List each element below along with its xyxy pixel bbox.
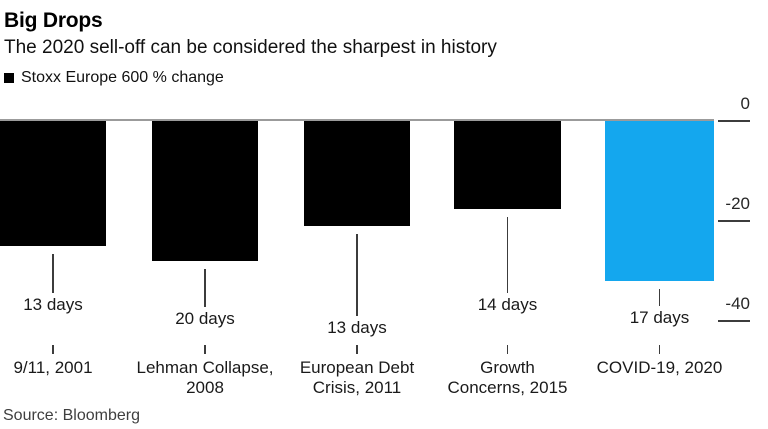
- category-label: Growth Concerns, 2015: [447, 358, 568, 397]
- bar: [152, 121, 258, 261]
- zero-axis-line: [0, 119, 714, 121]
- bar: [304, 121, 410, 226]
- legend: Stoxx Europe 600 % change: [4, 69, 224, 87]
- y-axis-label: 0: [740, 94, 750, 113]
- bar-leader-line: [356, 234, 358, 316]
- bar-leader-line: [506, 216, 509, 293]
- category-label: European Debt Crisis, 2011: [299, 358, 415, 397]
- chart-subtitle: The 2020 sell-off can be considered the …: [4, 37, 497, 58]
- y-axis-tick: [718, 120, 750, 122]
- bar-leader-line: [658, 289, 661, 306]
- bar: [0, 121, 106, 246]
- legend-label: Stoxx Europe 600 % change: [21, 69, 224, 86]
- category-label: COVID-19, 2020: [596, 358, 723, 377]
- category-tick: [52, 345, 54, 354]
- y-axis-label: -40: [725, 294, 750, 313]
- duration-label: 14 days: [477, 295, 538, 314]
- duration-label: 13 days: [23, 295, 83, 314]
- category-tick: [506, 345, 509, 354]
- duration-label: 13 days: [327, 318, 387, 337]
- category-label: 9/11, 2001: [13, 358, 93, 377]
- bar-leader-line: [204, 269, 206, 307]
- bar: [454, 121, 561, 209]
- bar: [605, 121, 714, 281]
- bar-leader-line: [52, 254, 54, 293]
- chart-title: Big Drops: [4, 9, 103, 32]
- y-axis-tick: [718, 220, 750, 222]
- category-tick: [658, 345, 661, 354]
- duration-label: 20 days: [175, 309, 235, 328]
- category-tick: [356, 345, 358, 354]
- duration-label: 17 days: [629, 308, 690, 327]
- legend-swatch-icon: [4, 73, 14, 83]
- category-label: Lehman Collapse, 2008: [136, 358, 274, 397]
- category-tick: [204, 345, 206, 354]
- y-axis-label: -20: [725, 194, 750, 213]
- y-axis-tick: [718, 320, 750, 322]
- source-credit: Source: Bloomberg: [3, 407, 140, 424]
